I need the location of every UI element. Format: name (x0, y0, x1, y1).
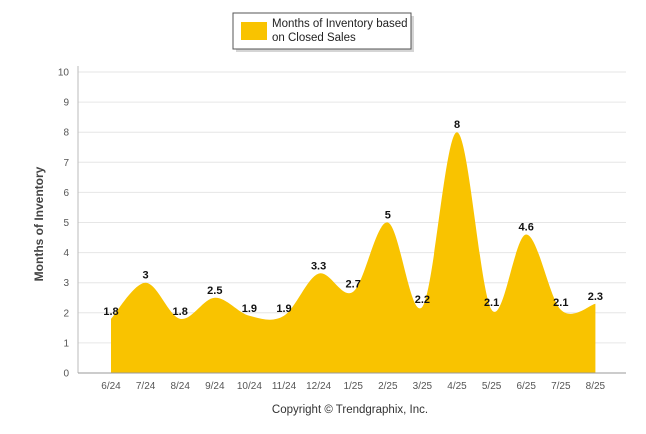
y-tick-label: 9 (63, 98, 69, 109)
data-label: 2.5 (207, 285, 222, 297)
x-tick-label: 4/25 (447, 381, 467, 392)
y-axis-label: Months of Inventory (32, 166, 46, 281)
data-label: 5 (385, 210, 391, 222)
copyright-text: Copyright © Trendgraphix, Inc. (272, 404, 428, 416)
y-tick-label: 1 (63, 338, 69, 349)
x-tick-label: 11/24 (272, 381, 297, 392)
x-tick-labels: 6/24 7/24 8/24 9/24 10/24 11/24 12/24 1/25 2/25 3… (101, 381, 605, 392)
y-tick-label: 7 (63, 158, 69, 169)
legend-label-line-2: on Closed Sales (272, 32, 356, 44)
x-tick-label: 8/24 (170, 381, 190, 392)
data-labels: 1.8 3 1.8 2.5 1.9 1.9 3.3 2.7 5 2.2 8 2.1 4.6 2.1 2.3 (103, 119, 603, 318)
legend-swatch (241, 22, 267, 40)
data-label: 1.8 (173, 306, 188, 318)
data-label: 8 (454, 119, 460, 131)
data-label: 1.8 (103, 306, 118, 318)
data-label: 1.9 (242, 303, 257, 315)
x-tick-label: 6/25 (516, 381, 536, 392)
data-label: 1.9 (276, 303, 291, 315)
x-tick-label: 6/24 (101, 381, 121, 392)
legend-label-line-1: Months of Inventory based (272, 18, 408, 30)
series-area-path (111, 132, 596, 373)
x-tick-label: 12/24 (306, 381, 331, 392)
y-tick-label: 8 (63, 128, 69, 139)
y-tick-label: 10 (58, 68, 70, 79)
data-label: 2.7 (346, 279, 361, 291)
x-tick-label: 10/24 (237, 381, 262, 392)
data-label: 3 (143, 270, 149, 282)
data-label: 2.1 (484, 297, 499, 309)
axes (77, 66, 626, 374)
y-tick-label: 5 (63, 218, 69, 229)
data-label: 3.3 (311, 261, 326, 273)
data-label: 4.6 (519, 222, 534, 234)
y-tick-labels: 0 1 2 3 4 5 6 7 8 9 10 (58, 68, 70, 380)
y-tick-label: 3 (63, 278, 69, 289)
x-tick-label: 3/25 (413, 381, 433, 392)
x-tick-label: 2/25 (378, 381, 398, 392)
x-tick-label: 1/25 (343, 381, 363, 392)
x-tick-label: 7/25 (551, 381, 571, 392)
y-tick-label: 6 (63, 188, 69, 199)
x-tick-label: 5/25 (482, 381, 502, 392)
data-label: 2.3 (588, 291, 603, 303)
y-tick-label: 0 (63, 369, 69, 380)
data-label: 2.2 (415, 294, 430, 306)
x-tick-label: 9/24 (205, 381, 225, 392)
y-tick-label: 4 (63, 248, 69, 259)
y-tick-label: 2 (63, 308, 69, 319)
data-label: 2.1 (553, 297, 568, 309)
legend: Months of Inventory based on Closed Sale… (232, 12, 414, 52)
x-tick-label: 7/24 (136, 381, 156, 392)
series-area (111, 132, 596, 373)
x-tick-label: 8/25 (586, 381, 606, 392)
